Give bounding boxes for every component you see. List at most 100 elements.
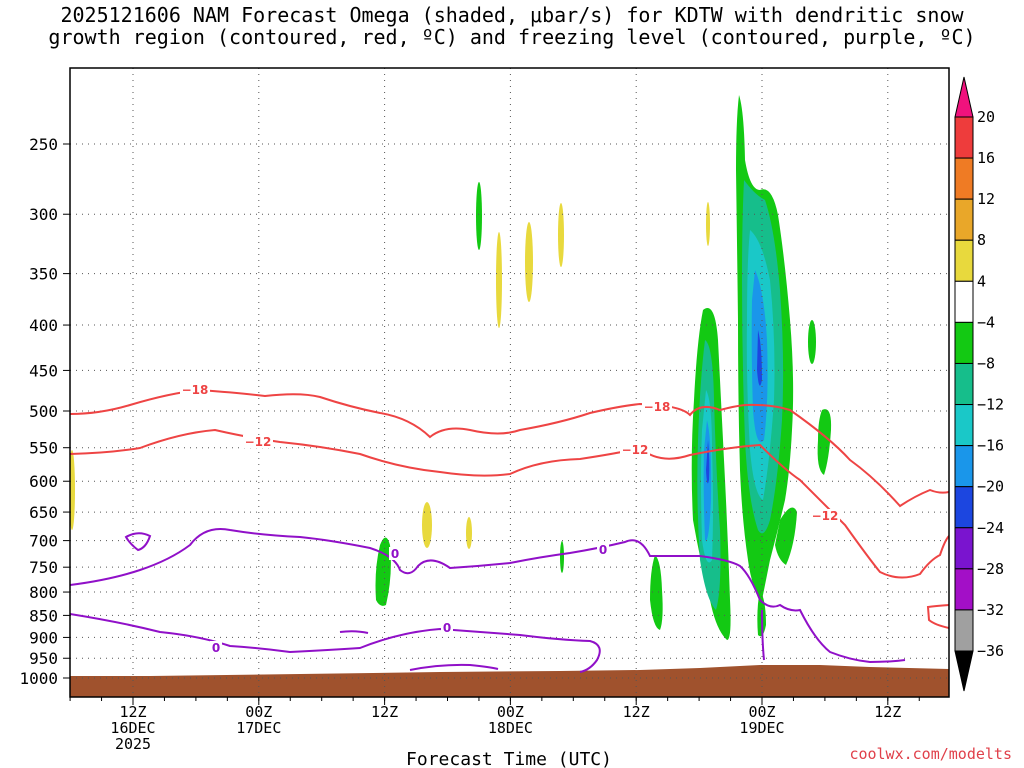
colorbar-label: 8 bbox=[977, 231, 986, 249]
y-tick-label: 250 bbox=[29, 135, 58, 154]
colorbar-label: −28 bbox=[977, 560, 1004, 578]
colorbar-top-arrow bbox=[954, 76, 974, 118]
omega-yellow-blob bbox=[70, 450, 75, 530]
y-tick-label: 600 bbox=[29, 472, 58, 491]
contour-label-red: −12 bbox=[812, 509, 839, 523]
colorbar-label: 20 bbox=[977, 108, 995, 126]
plot-frame bbox=[69, 67, 950, 698]
colorbar-swatch bbox=[954, 486, 974, 529]
y-tick-label: 900 bbox=[29, 628, 58, 647]
colorbar-swatch bbox=[954, 321, 974, 364]
contour-label-red: −18 bbox=[182, 383, 209, 397]
x-tick-label: 18DEC bbox=[488, 719, 533, 737]
colorbar-label: −20 bbox=[977, 478, 1004, 496]
contours bbox=[70, 388, 949, 673]
omega-plume-2-darkblue bbox=[757, 330, 762, 386]
omega-yellow-blob bbox=[706, 202, 710, 246]
y-tick-label: 1000 bbox=[19, 669, 58, 688]
colorbar-swatch bbox=[954, 280, 974, 323]
y-tick-label: 700 bbox=[29, 532, 58, 551]
chart-title: 2025121606 NAM Forecast Omega (shaded, μ… bbox=[0, 4, 1024, 48]
x-tick-label: 00Z bbox=[497, 703, 524, 721]
colorbar-label: −16 bbox=[977, 437, 1004, 455]
freezing-contour-0-mid bbox=[339, 630, 369, 634]
title-line-2: growth region (contoured, red, ºC) and f… bbox=[48, 25, 976, 49]
colorbar-label: −24 bbox=[977, 519, 1004, 537]
site-credit: coolwx.com/modelts bbox=[849, 745, 1012, 763]
colorbar-label: 12 bbox=[977, 190, 995, 208]
x-tick-label: 12Z bbox=[874, 703, 901, 721]
y-tick-label: 650 bbox=[29, 503, 58, 522]
dgz-contour-minus18 bbox=[70, 388, 949, 508]
x-tick-label: 2025 bbox=[115, 735, 151, 753]
colorbar-swatch bbox=[954, 198, 974, 241]
omega-green-blob bbox=[650, 555, 663, 630]
contour-label-purple: 0 bbox=[391, 547, 399, 561]
x-tick-label: 12Z bbox=[371, 703, 398, 721]
contour-label-red: −12 bbox=[622, 443, 649, 457]
colorbar-bottom-arrow bbox=[954, 650, 974, 692]
x-tick-label: 12Z bbox=[623, 703, 650, 721]
omega-green-blob bbox=[775, 507, 797, 565]
y-tick-label: 350 bbox=[29, 265, 58, 284]
colorbar-label: −36 bbox=[977, 642, 1004, 660]
colorbar-label: −4 bbox=[977, 313, 995, 331]
omega-green-blob bbox=[808, 320, 816, 364]
colorbar-swatch bbox=[954, 239, 974, 282]
x-tick-label: 16DEC bbox=[110, 719, 155, 737]
y-axis: 250 300 350 400 450 500 550 600 650 700 750 800 850 9… bbox=[19, 135, 70, 688]
dgz-contour-minus12-lower bbox=[926, 604, 949, 629]
omega-yellow-blob bbox=[466, 517, 472, 549]
omega-yellow-blob bbox=[496, 232, 502, 328]
omega-green-blob bbox=[560, 541, 564, 573]
colorbar-swatch bbox=[954, 362, 974, 406]
freezing-contour-0-surface bbox=[409, 663, 499, 671]
contour-labels: −18 −12 −18 −12 −12 0 0 0 0 bbox=[180, 383, 840, 655]
colorbar-swatch bbox=[954, 157, 974, 200]
colorbar-label: −32 bbox=[977, 601, 1004, 619]
title-line-1: 2025121606 NAM Forecast Omega (shaded, μ… bbox=[60, 3, 964, 27]
colorbar-swatch bbox=[954, 568, 974, 611]
colorbar-swatch bbox=[954, 527, 974, 570]
terrain-surface bbox=[70, 665, 949, 697]
colorbar-swatch bbox=[954, 609, 974, 652]
omega-green-blob bbox=[817, 409, 832, 475]
y-tick-label: 850 bbox=[29, 606, 58, 625]
omega-shading bbox=[70, 95, 949, 697]
omega-yellow-blob bbox=[525, 222, 533, 302]
colorbar-swatch bbox=[954, 445, 974, 488]
freezing-contour-0 bbox=[70, 528, 906, 664]
colorbar-label: 16 bbox=[977, 149, 995, 167]
y-tick-label: 550 bbox=[29, 439, 58, 458]
contour-label-purple: 0 bbox=[212, 641, 220, 655]
y-tick-label: 300 bbox=[29, 205, 58, 224]
contour-label-red: −18 bbox=[644, 400, 671, 414]
x-tick-label: 00Z bbox=[245, 703, 272, 721]
x-tick-label: 12Z bbox=[119, 703, 146, 721]
x-tick-label: 00Z bbox=[748, 703, 775, 721]
x-tick-label: 19DEC bbox=[739, 719, 784, 737]
contour-label-purple: 0 bbox=[599, 543, 607, 557]
colorbar-label: −12 bbox=[977, 396, 1004, 414]
omega-green-blob bbox=[375, 537, 391, 606]
x-tick-label: 17DEC bbox=[236, 719, 281, 737]
freezing-contour-0-drop bbox=[761, 609, 765, 661]
omega-green-blob bbox=[476, 182, 482, 250]
colorbar-legend: 20 16 12 8 4 −4 −8 −12 −16 −20 −24 −28 −32 −36 bbox=[954, 76, 1004, 692]
contour-label-red: −12 bbox=[245, 435, 272, 449]
x-axis-title: Forecast Time (UTC) bbox=[406, 749, 612, 768]
colorbar-swatch bbox=[954, 116, 974, 159]
colorbar-label: 4 bbox=[977, 272, 986, 290]
y-tick-label: 750 bbox=[29, 558, 58, 577]
y-tick-label: 500 bbox=[29, 402, 58, 421]
freezing-contour-0-ring bbox=[124, 532, 152, 552]
contour-label-purple: 0 bbox=[443, 621, 451, 635]
dgz-contour-minus12 bbox=[70, 428, 949, 579]
y-tick-label: 950 bbox=[29, 649, 58, 668]
y-tick-label: 450 bbox=[29, 361, 58, 380]
y-tick-label: 800 bbox=[29, 583, 58, 602]
y-tick-label: 400 bbox=[29, 316, 58, 335]
colorbar-swatch bbox=[954, 404, 974, 447]
